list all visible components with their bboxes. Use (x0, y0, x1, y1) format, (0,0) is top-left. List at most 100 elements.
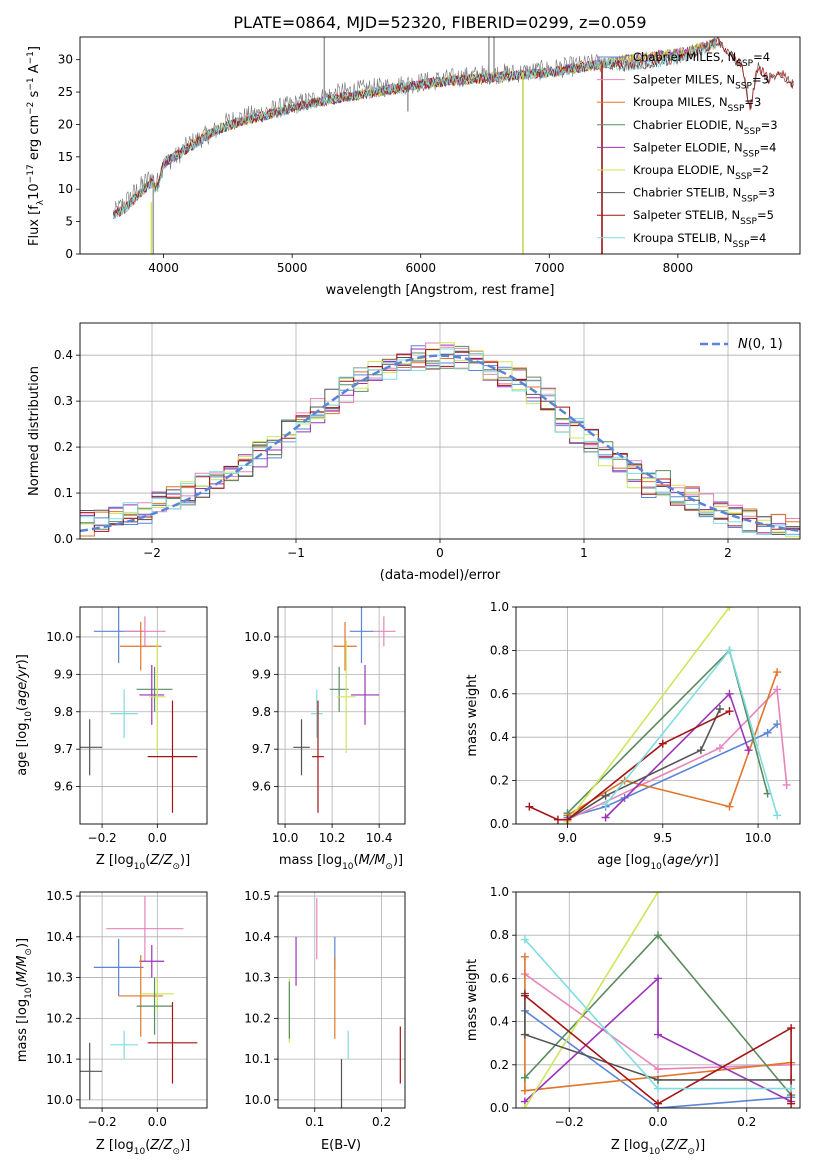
y-tick-label: 20 (58, 117, 73, 131)
axes-frame (79, 36, 801, 255)
weight-marker (553, 815, 562, 824)
y-tick-label: 1.0 (490, 885, 509, 899)
legend-label: Chabrier MILES, NSSP=4 (633, 50, 770, 69)
plot-area (113, 37, 794, 254)
x-tick-label: 0.0 (648, 1115, 667, 1129)
x-axis-label: wavelength [Angstrom, rest frame] (326, 283, 555, 298)
weight-marker (725, 607, 734, 611)
axes-age-vs-mass: 10.0 10.2 10.4 9.6 9.7 9.8 9.9 10.0 mass [log10(… (244, 606, 406, 872)
weight-marker (601, 791, 610, 800)
y-tick-label: 10.2 (46, 1011, 73, 1025)
weight-marker (520, 991, 529, 1000)
weight-line (524, 993, 792, 1081)
x-tick-label: 0.1 (305, 1115, 324, 1129)
x-tick-label: 7000 (534, 261, 565, 275)
x-tick-label: 9.0 (558, 831, 577, 845)
weight-marker (725, 689, 734, 698)
plot-area (80, 323, 800, 539)
x-tick-label: 0.0 (148, 831, 167, 845)
y-tick-label: 10.1 (46, 1052, 73, 1066)
y-tick-label: 10.4 (46, 930, 73, 944)
axes-frame (79, 322, 801, 540)
y-tick-label: 15 (58, 150, 73, 164)
axes-mass-vs-ebv: 0.1 0.2 10.0 10.1 10.2 10.3 10.4 10.5 E(B-V) (244, 889, 406, 1153)
x-tick-label: −0.2 (88, 1115, 117, 1129)
x-tick-label: 0.2 (737, 1115, 756, 1129)
axes-age-vs-Z: −0.2 0.0 9.6 9.7 9.8 9.9 10.0 Z [log10(Z/Z⊙)] ag… (15, 606, 208, 872)
x-tick-label: 0.0 (148, 1115, 167, 1129)
y-tick-label: 0.6 (490, 971, 509, 985)
y-tick-label: 30 (58, 53, 73, 67)
gaussian-curve (80, 354, 800, 533)
y-tick-label: 10.5 (46, 889, 73, 903)
y-tick-label: 10.0 (46, 630, 73, 644)
figure-title: PLATE=0864, MJD=52320, FIBERID=0299, z=0… (233, 13, 646, 32)
x-tick-label: 10.0 (745, 831, 772, 845)
plot-area (278, 892, 405, 1108)
y-tick-label: 10.0 (46, 1093, 73, 1107)
x-tick-label: 0 (436, 546, 444, 560)
y-tick-label: 9.7 (54, 742, 73, 756)
y-axis-label: age [log10(age/yr)] (15, 654, 34, 776)
weight-marker (601, 813, 610, 822)
weight-marker (696, 746, 705, 755)
weight-marker (787, 1099, 796, 1108)
x-axis-label: (data-model)/error (380, 568, 501, 583)
legend-label: Salpeter ELODIE, NSSP=4 (633, 140, 776, 159)
axes-frame (277, 891, 406, 1109)
y-tick-label: 5 (65, 215, 73, 229)
weight-marker (654, 931, 662, 940)
weight-marker (725, 707, 734, 716)
y-tick-label: 10.5 (244, 889, 271, 903)
weight-line (524, 892, 659, 1108)
plot-area (80, 607, 207, 824)
data-spectrum (113, 54, 602, 218)
weight-marker (715, 744, 724, 753)
x-tick-label: 1 (580, 546, 588, 560)
y-tick-label: 10.3 (244, 971, 271, 985)
y-tick-label: 0.2 (490, 774, 509, 788)
axes-frame (515, 891, 801, 1109)
y-tick-label: 0.0 (490, 817, 509, 831)
weight-marker (787, 1084, 796, 1093)
y-tick-label: 10.0 (244, 1093, 271, 1107)
y-tick-label: 0.4 (490, 730, 509, 744)
axes-spectrum: 4000 5000 6000 7000 8000 0 5 10 15 20 25 30 Chabrier… (26, 36, 801, 298)
axes-weight-vs-age: 9.0 9.5 10.0 0.0 0.2 0.4 0.6 0.8 1.0 mass weight a… (465, 600, 801, 872)
x-tick-label: −1 (287, 546, 305, 560)
x-axis-label: Z [log10(Z/Z⊙)] (611, 1138, 705, 1157)
y-tick-label: 10 (58, 182, 73, 196)
weight-marker (654, 1084, 662, 1093)
y-axis-label: mass weight (465, 959, 480, 1041)
axes-weight-vs-Z: −0.2 0.0 0.2 0.0 0.2 0.4 0.6 0.8 1.0 mass weight Z… (465, 885, 801, 1157)
legend-label: N(0, 1) (738, 337, 783, 352)
y-tick-label: 10.4 (244, 930, 271, 944)
y-tick-label: 10.3 (46, 971, 73, 985)
y-tick-label: 9.7 (252, 742, 271, 756)
y-tick-label: 25 (58, 85, 73, 99)
x-axis-label: mass [log10(M/M⊙)] (279, 853, 403, 872)
weight-line (524, 976, 792, 1103)
legend-label: Chabrier ELODIE, NSSP=3 (633, 118, 778, 137)
weight-marker (782, 780, 791, 789)
x-tick-label: −0.2 (88, 831, 117, 845)
y-tick-label: 0.0 (54, 532, 73, 546)
x-axis-label: E(B-V) (321, 1138, 361, 1153)
x-tick-label: 10.0 (272, 831, 299, 845)
x-tick-label: 10.2 (319, 831, 346, 845)
y-tick-label: 10.0 (244, 630, 271, 644)
plot-area (516, 892, 800, 1108)
y-tick-label: 10.2 (244, 1011, 271, 1025)
weight-marker (725, 802, 734, 811)
weight-marker (654, 1099, 662, 1108)
model-spectrum-line (113, 37, 794, 220)
y-tick-label: 9.6 (252, 780, 271, 794)
weight-marker (763, 728, 772, 737)
weight-line (528, 710, 730, 821)
weight-marker (520, 935, 529, 944)
weight-marker (654, 1065, 662, 1074)
weight-marker (715, 704, 724, 713)
x-tick-label: 2 (724, 546, 732, 560)
x-axis-label: age [log10(age/yr)] (597, 853, 719, 872)
